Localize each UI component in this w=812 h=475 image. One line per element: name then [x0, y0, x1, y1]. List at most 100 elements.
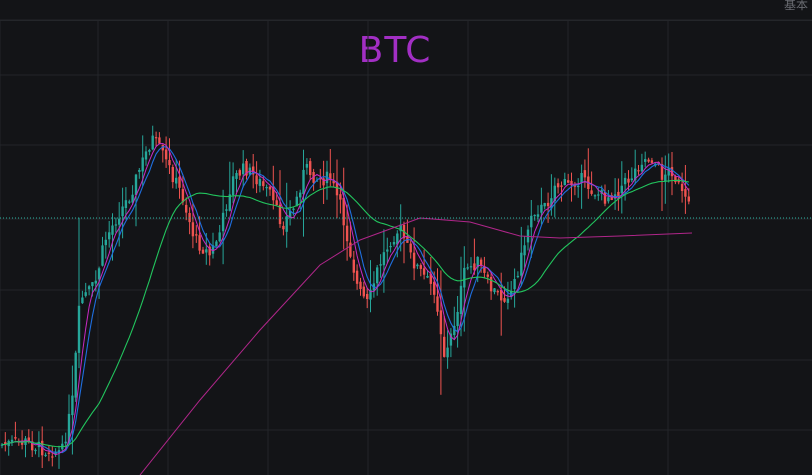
- candle-body-38: [128, 201, 131, 203]
- candle-body-127: [426, 276, 429, 278]
- candle-body-63: [211, 245, 215, 254]
- candle-body-87: [292, 208, 295, 210]
- candle-body-143: [479, 259, 483, 266]
- candle-body-149: [500, 289, 503, 301]
- candle-body-59: [198, 235, 201, 251]
- candle-body-180: [603, 191, 607, 204]
- candle-body-119: [399, 224, 402, 232]
- candle-body-137: [459, 285, 463, 314]
- candle-body-88: [295, 196, 298, 207]
- candle-body-184: [617, 191, 620, 196]
- candle-body-23: [77, 305, 81, 353]
- candle-body-109: [366, 294, 369, 299]
- candle-body-61: [205, 249, 208, 253]
- candle-body-165: [553, 185, 556, 202]
- candle-body-84: [282, 225, 285, 230]
- ma-slow-line: [1, 179, 689, 448]
- candle-body-194: [650, 160, 654, 163]
- candle-body-186: [623, 177, 627, 185]
- candle-body-58: [195, 234, 198, 236]
- candle-body-115: [386, 249, 389, 252]
- candle-body-199: [667, 168, 670, 176]
- candle-body-150: [503, 298, 506, 302]
- candle-body-26: [87, 286, 91, 290]
- candle-body-21: [71, 395, 74, 416]
- candle-body-176: [590, 190, 593, 194]
- candle-body-25: [84, 292, 87, 296]
- candle-body-144: [483, 266, 486, 273]
- candle-body-139: [466, 267, 469, 269]
- candle-body-123: [412, 252, 416, 269]
- candle-body-77: [258, 179, 262, 186]
- candle-body-151: [506, 298, 510, 303]
- candle-body-31: [104, 239, 107, 246]
- candle-body-133: [446, 347, 449, 358]
- candle-body-89: [299, 192, 302, 198]
- candle-body-35: [118, 218, 121, 225]
- candle-body-126: [422, 268, 426, 275]
- candle-body-168: [563, 179, 566, 186]
- candle-body-96: [322, 178, 325, 186]
- candle-body-173: [580, 173, 583, 184]
- candle-body-190: [637, 170, 640, 172]
- candle-body-52: [175, 177, 178, 184]
- candle-body-112: [376, 267, 379, 284]
- candle-body-75: [252, 166, 255, 175]
- candle-body-16: [54, 452, 57, 455]
- candle-body-140: [469, 266, 473, 268]
- candle-body-86: [288, 210, 292, 218]
- ma-mid-line: [1, 142, 690, 456]
- candle-body-104: [349, 242, 352, 257]
- ma-fast-line: [1, 146, 690, 454]
- corner-label[interactable]: 基本: [783, 0, 808, 12]
- candle-body-99: [332, 181, 335, 184]
- candle-body-100: [335, 181, 339, 196]
- candle-body-159: [533, 214, 536, 217]
- candle-body-22: [74, 352, 77, 398]
- candle-body-14: [47, 452, 51, 454]
- candle-body-91: [305, 164, 309, 168]
- candle-body-46: [154, 137, 158, 139]
- candle-body-141: [473, 263, 476, 271]
- candle-body-146: [489, 277, 493, 292]
- candle-body-27: [91, 282, 94, 287]
- candle-body-131: [439, 310, 443, 335]
- candle-body-57: [191, 222, 195, 237]
- candle-body-105: [352, 259, 355, 273]
- candle-body-102: [342, 197, 345, 226]
- candle-body-106: [355, 270, 359, 284]
- candle-body-122: [409, 243, 412, 253]
- candle-body-198: [664, 174, 667, 182]
- candle-body-188: [630, 178, 633, 181]
- candle-body-40: [134, 174, 138, 195]
- candle-body-113: [379, 264, 382, 266]
- candle-body-167: [560, 185, 563, 187]
- candle-body-181: [607, 197, 610, 202]
- candle-body-78: [262, 181, 265, 187]
- candle-body-53: [178, 176, 181, 188]
- candle-body-15: [51, 456, 54, 458]
- candle-body-174: [583, 170, 587, 178]
- candle-body-172: [577, 185, 580, 188]
- candle-body-130: [436, 296, 439, 312]
- candle-body-197: [660, 164, 664, 180]
- candle-body-71: [238, 170, 241, 176]
- grid-lines: [0, 19, 812, 475]
- candle-body-29: [97, 268, 101, 280]
- candle-body-45: [151, 135, 154, 150]
- candle-body-156: [523, 245, 526, 256]
- candle-body-177: [593, 195, 597, 197]
- candle-body-135: [453, 325, 456, 336]
- candle-body-67: [225, 209, 228, 211]
- candle-body-81: [272, 186, 275, 201]
- candle-body-114: [382, 252, 386, 266]
- candle-body-92: [309, 161, 312, 175]
- candle-body-48: [161, 145, 164, 151]
- candle-body-132: [443, 336, 446, 357]
- candle-body-166: [556, 183, 560, 188]
- candle-body-76: [255, 175, 258, 185]
- candle-body-129: [433, 281, 436, 295]
- candle-body-125: [419, 265, 422, 269]
